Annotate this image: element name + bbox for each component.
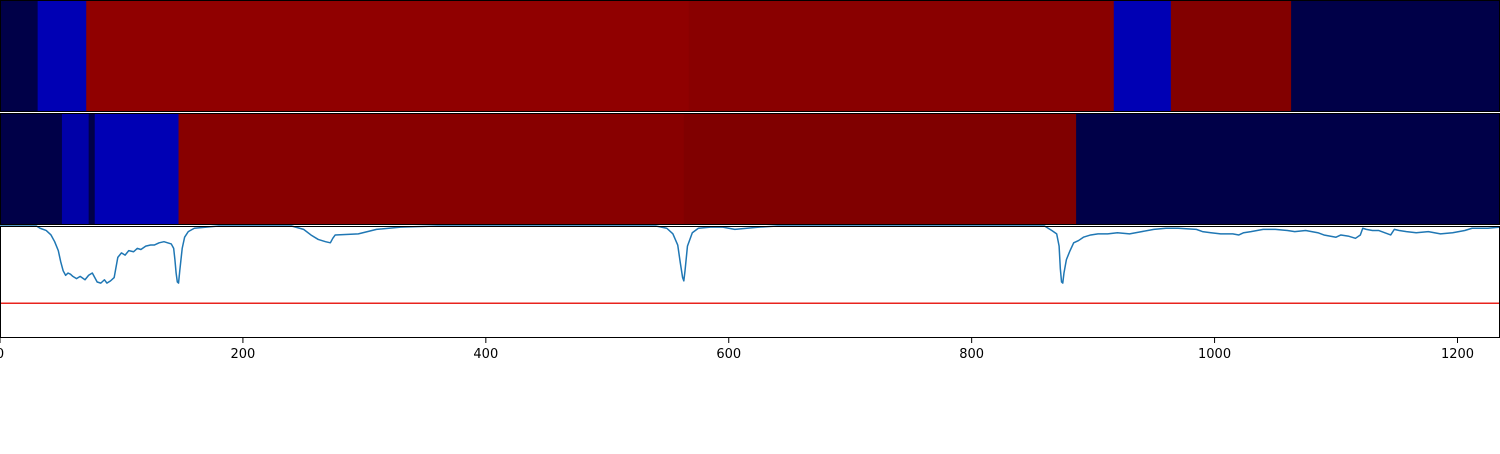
heatmap-panel-middle	[0, 113, 1500, 225]
heatmap-panel-top	[0, 0, 1500, 112]
x-tick-label: 1200	[1441, 347, 1474, 362]
heatmap-segment	[688, 0, 1115, 112]
x-tick-label: 200	[230, 347, 255, 362]
heatmap-segment	[37, 0, 87, 112]
x-tick-label: 1000	[1198, 347, 1231, 362]
x-tick-label: 600	[716, 347, 741, 362]
heatmap-segment	[0, 113, 63, 225]
heatmap-segment	[86, 0, 690, 112]
x-axis: 0 200 400 600 800 1000 1200	[0, 338, 1474, 362]
series-line	[0, 225, 1500, 284]
heatmap-segment	[178, 113, 685, 225]
x-tick-label: 800	[959, 347, 984, 362]
heatmap-segment	[1291, 0, 1500, 112]
heatmap-segment	[0, 0, 39, 112]
heatmap-segment	[1076, 113, 1500, 225]
x-tick-label: 400	[473, 347, 498, 362]
heatmap-segment	[683, 113, 1077, 225]
heatmap-segment	[1113, 0, 1172, 112]
heatmap-segment	[88, 113, 96, 225]
heatmap-segment	[94, 113, 180, 225]
line-panel	[0, 225, 1500, 305]
x-tick-label: 0	[0, 347, 4, 362]
heatmap-segment	[61, 113, 90, 225]
panel-frame	[0, 226, 1500, 338]
heatmap-segment	[1170, 0, 1292, 112]
